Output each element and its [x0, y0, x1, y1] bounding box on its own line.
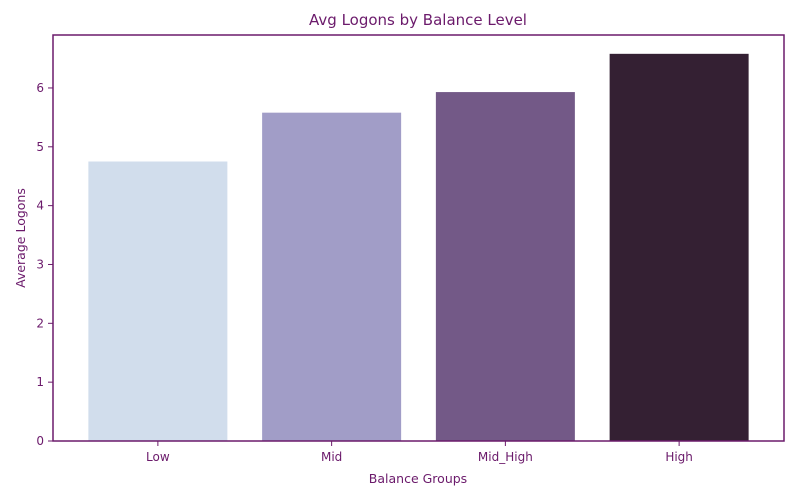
y-tick-label: 5: [36, 140, 44, 154]
x-tick-label: Mid_High: [478, 450, 533, 464]
x-tick-label: Mid: [321, 450, 342, 464]
bar-high: [609, 53, 749, 442]
y-tick-label: 2: [36, 316, 44, 330]
y-tick-label: 6: [36, 81, 44, 95]
x-axis: Low Mid Mid_High High: [146, 441, 693, 464]
bar-mid: [262, 112, 402, 442]
y-axis: 0 1 2 3 4 5 6: [36, 81, 53, 448]
y-tick-label: 4: [36, 199, 44, 213]
y-tick-label: 0: [36, 434, 44, 448]
chart-title: Avg Logons by Balance Level: [309, 11, 527, 29]
x-tick-label: High: [665, 450, 693, 464]
plot-frame: [52, 34, 785, 442]
y-axis-label: Average Logons: [13, 188, 28, 288]
bar-mid-high: [435, 92, 575, 441]
x-axis-label: Balance Groups: [369, 471, 467, 486]
bars-group: [88, 53, 749, 442]
x-tick-label: Low: [146, 450, 170, 464]
y-tick-label: 1: [36, 375, 44, 389]
bar-low: [88, 161, 228, 441]
y-tick-label: 3: [36, 257, 44, 271]
